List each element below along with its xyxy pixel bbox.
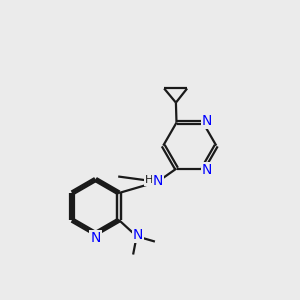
Text: N: N <box>202 114 212 128</box>
Text: N: N <box>90 231 101 245</box>
Text: N: N <box>202 163 212 177</box>
Text: N: N <box>133 228 143 242</box>
Text: N: N <box>153 175 163 188</box>
Text: H: H <box>145 175 154 185</box>
